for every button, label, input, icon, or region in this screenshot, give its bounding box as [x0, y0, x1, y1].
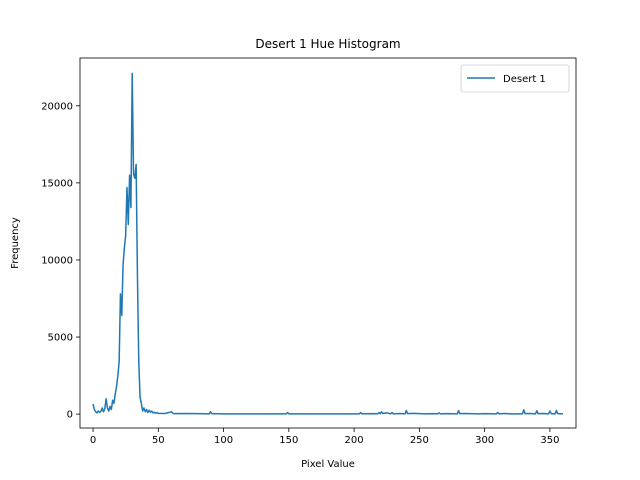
plot-frame — [79, 57, 577, 429]
x-tick-label: 0 — [90, 435, 96, 446]
x-tick-label: 200 — [345, 435, 364, 446]
legend-box — [460, 64, 570, 93]
x-tick-label: 150 — [279, 435, 298, 446]
x-tick-label: 250 — [410, 435, 429, 446]
series-line-desert-1 — [92, 72, 563, 415]
x-tick-label: 100 — [214, 435, 233, 446]
y-axis: 0 5000 10000 15000 20000 — [41, 101, 80, 421]
y-tick-label: 5000 — [48, 333, 73, 344]
x-axis-label: Pixel Value — [301, 459, 355, 470]
y-tick-label: 15000 — [41, 178, 73, 189]
y-tick-label: 20000 — [41, 101, 73, 112]
x-tick-label: 350 — [540, 435, 559, 446]
y-tick-label: 0 — [67, 410, 73, 421]
y-tick-label: 10000 — [41, 255, 73, 266]
plot-area — [80, 58, 576, 428]
y-axis-label: Frequency — [10, 217, 21, 269]
legend-label-desert-1: Desert 1 — [503, 74, 546, 85]
x-tick-label: 300 — [475, 435, 494, 446]
x-axis: 0 50 100 150 200 250 300 350 — [90, 428, 559, 446]
x-tick-label: 50 — [152, 435, 165, 446]
chart-title: Desert 1 Hue Histogram — [255, 37, 400, 51]
legend: Desert 1 — [460, 64, 570, 93]
